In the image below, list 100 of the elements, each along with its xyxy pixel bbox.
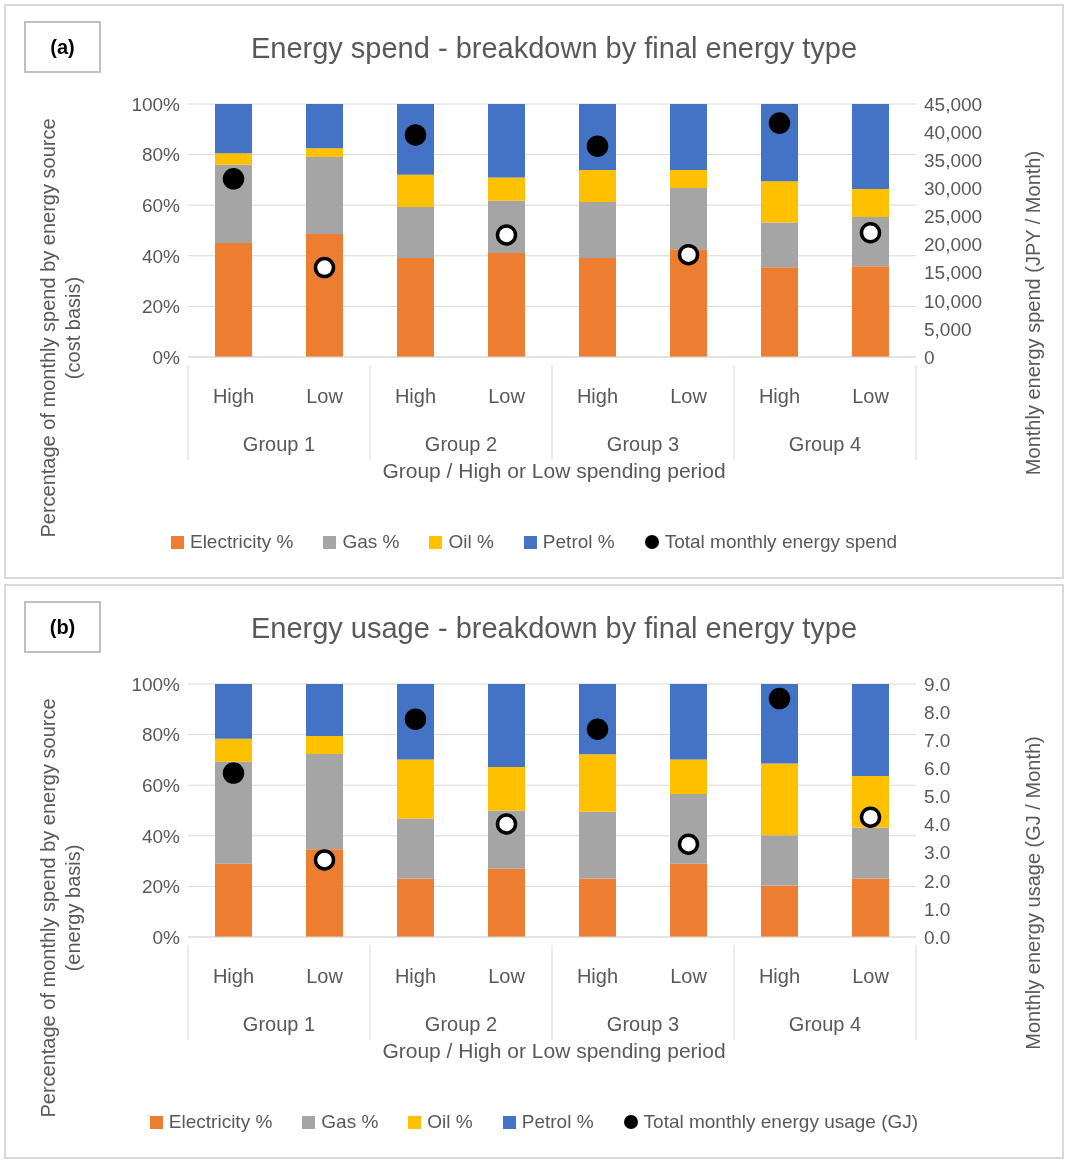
y-axis-title: Percentage of monthly spend by energy source (energy basis) xyxy=(36,697,85,1120)
bar xyxy=(579,201,616,259)
y2-tick-label: 45,000 xyxy=(924,93,983,115)
point xyxy=(677,243,700,266)
chart-title: Energy spend - breakdown by final energy type xyxy=(249,32,859,65)
x-tick-label: Low xyxy=(852,385,890,407)
x-tick-label: High xyxy=(576,385,619,407)
bar xyxy=(670,684,707,760)
x-axis-title: Group / High or Low spending period xyxy=(381,1039,727,1063)
bar xyxy=(215,684,252,739)
point xyxy=(222,762,245,784)
text: Group 4 xyxy=(788,1013,862,1035)
bar xyxy=(761,885,798,937)
bar xyxy=(215,761,252,864)
y2-tick-label: 25,000 xyxy=(924,206,983,228)
y2-tick-label: 6.0 xyxy=(924,758,951,780)
legend-label: Electricity % xyxy=(188,531,294,553)
text: Group 1 xyxy=(242,1013,316,1035)
bar xyxy=(488,177,525,201)
legend-label: Total monthly energy usage (GJ) xyxy=(642,1111,919,1133)
bar xyxy=(852,684,889,777)
bar xyxy=(488,766,525,811)
y2-tick-label: 20,000 xyxy=(924,234,983,256)
bar xyxy=(306,104,343,149)
point xyxy=(222,168,245,190)
bar xyxy=(488,104,525,178)
point xyxy=(768,687,791,710)
bar xyxy=(852,104,889,190)
bar xyxy=(852,878,889,937)
x-tick-label: Low xyxy=(306,385,344,407)
bar xyxy=(397,174,434,207)
y2-tick-label: 3.0 xyxy=(924,842,951,864)
y-tick-label: 20% xyxy=(141,296,181,318)
point xyxy=(313,256,336,279)
y2-tick-label: 5.0 xyxy=(924,786,951,808)
bar xyxy=(579,878,616,937)
y2-tick-label: 35,000 xyxy=(924,149,983,171)
x-tick-label: High xyxy=(212,965,255,987)
y-tick-label: 0% xyxy=(152,926,181,948)
y2-tick-label: 2.0 xyxy=(924,870,951,892)
y-tick-label: 20% xyxy=(141,876,181,898)
bar xyxy=(397,206,434,259)
x-tick-label: High xyxy=(394,965,437,987)
bar xyxy=(215,242,252,357)
x-tick-label: High xyxy=(758,385,801,407)
y-tick-label: 40% xyxy=(141,245,181,267)
point xyxy=(768,112,791,134)
legend-label: Gas % xyxy=(341,531,400,553)
bar xyxy=(761,835,798,886)
y2-tick-label: 40,000 xyxy=(924,121,983,143)
bar xyxy=(215,104,252,154)
bar xyxy=(306,148,343,157)
bar xyxy=(579,811,616,879)
bar xyxy=(488,868,525,937)
y-tick-label: 80% xyxy=(141,724,181,746)
point xyxy=(859,806,882,828)
x-tick-label: High xyxy=(576,965,619,987)
bar xyxy=(215,738,252,762)
x-tick-label: High xyxy=(212,385,255,407)
bar xyxy=(670,863,707,937)
y-tick-label: 40% xyxy=(141,825,181,847)
bar xyxy=(306,684,343,737)
bar xyxy=(488,253,525,357)
x-tick-label: High xyxy=(394,385,437,407)
bar xyxy=(397,258,434,357)
text: (a) xyxy=(24,21,101,73)
y-tick-label: 100% xyxy=(131,673,181,695)
y-tick-label: 0% xyxy=(152,346,181,368)
bar xyxy=(397,759,434,819)
bar xyxy=(215,863,252,937)
bar xyxy=(852,827,889,879)
text: Group 1 xyxy=(242,433,316,455)
y2-tick-label: 0.0 xyxy=(924,926,951,948)
y2-tick-label: 5,000 xyxy=(924,318,972,340)
y-tick-label: 60% xyxy=(141,194,181,216)
bar xyxy=(306,736,343,755)
legend-label: Petrol % xyxy=(541,531,615,553)
bar xyxy=(761,763,798,836)
y2-tick-label: 30,000 xyxy=(924,178,983,200)
legend-label: Oil % xyxy=(447,531,494,553)
y2-tick-label: 7.0 xyxy=(924,729,951,751)
chart-title: Energy usage - breakdown by final energy type xyxy=(249,612,859,645)
y2-tick-label: 0 xyxy=(924,346,935,368)
point xyxy=(495,813,518,835)
x-axis-title: Group / High or Low spending period xyxy=(381,459,727,483)
bar xyxy=(397,818,434,879)
y2-tick-label: 8.0 xyxy=(924,701,951,723)
text: (b) xyxy=(24,601,101,653)
bar xyxy=(670,170,707,188)
bar xyxy=(215,153,252,165)
legend-label: Oil % xyxy=(426,1111,473,1133)
point xyxy=(313,849,336,871)
bar xyxy=(761,181,798,223)
y-axis-title: Percentage of monthly spend by energy source (cost basis) xyxy=(36,117,85,540)
y2-tick-label: 10,000 xyxy=(924,290,983,312)
y-tick-label: 80% xyxy=(141,144,181,166)
y2-axis-title: Monthly energy usage (GJ / Month) xyxy=(1021,735,1045,1052)
point xyxy=(677,833,700,855)
x-tick-label: Low xyxy=(670,965,708,987)
text: Group 3 xyxy=(606,1013,680,1035)
